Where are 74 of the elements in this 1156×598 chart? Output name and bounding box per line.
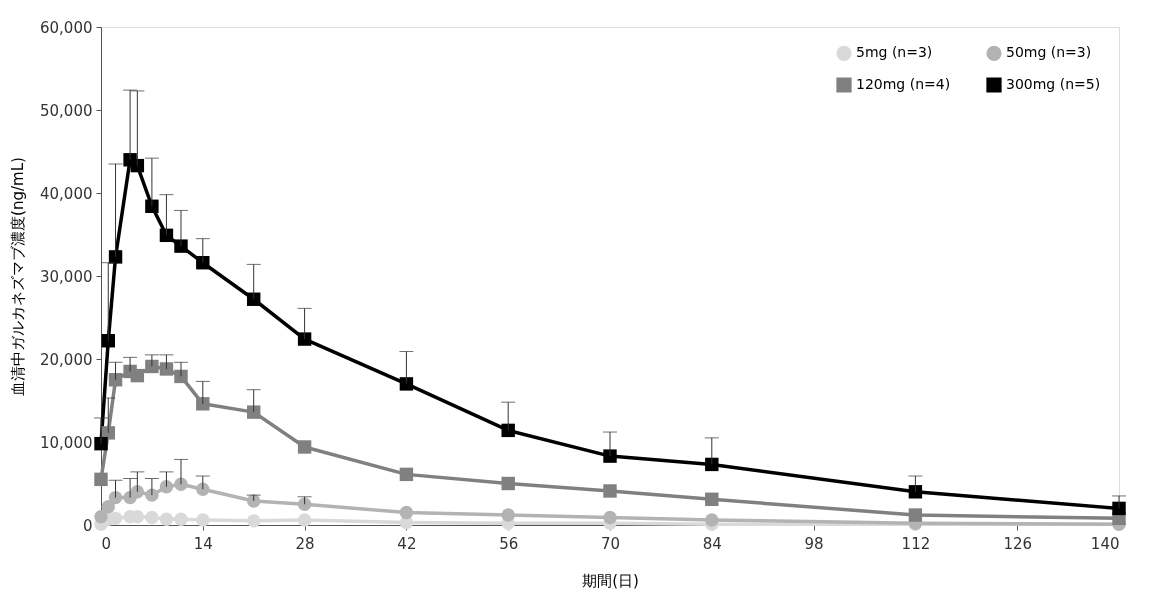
point (174, 512, 188, 526)
x-tick-label: 126 (1003, 534, 1033, 553)
point (94, 472, 108, 487)
x-tick-label: 0 (101, 534, 112, 553)
x-tick-label: 84 (702, 534, 722, 553)
y-axis-title: 血清中ガルカネズマブ濃度(ng/mL) (9, 157, 28, 396)
y-tick-label: 30,000 (40, 267, 93, 286)
point (159, 362, 174, 376)
point (297, 513, 312, 527)
point (108, 490, 123, 505)
x-tick-label: 28 (295, 534, 315, 553)
y-tick-label: 40,000 (40, 184, 93, 203)
x-tick-label: 14 (193, 534, 213, 553)
point (196, 482, 210, 496)
point (159, 480, 174, 494)
point (130, 485, 145, 499)
point (130, 158, 145, 173)
point (101, 334, 115, 348)
point (1112, 501, 1126, 516)
point (399, 505, 414, 520)
y-tick-label: 60,000 (40, 18, 93, 37)
legend-label: 300mg (n=5) (1006, 76, 1101, 92)
point (246, 514, 261, 528)
point (246, 494, 261, 508)
x-axis-title: 期間(日) (582, 571, 639, 590)
legend-label: 5mg (n=3) (856, 44, 933, 61)
point (159, 228, 174, 243)
point (399, 377, 414, 391)
point (603, 510, 617, 525)
point (145, 359, 159, 374)
point (174, 369, 188, 384)
x-tick-label: 140 (1090, 534, 1120, 553)
point (705, 492, 719, 506)
point (108, 250, 123, 264)
x-tick-label: 42 (397, 534, 417, 553)
y-tick-label: 20,000 (40, 350, 93, 369)
x-tick-label: 112 (901, 534, 931, 553)
point (196, 397, 210, 411)
point (501, 476, 515, 491)
point (246, 405, 261, 419)
point (246, 292, 261, 306)
x-tick-label: 70 (600, 534, 621, 553)
point (196, 256, 210, 270)
point (908, 508, 923, 522)
point (705, 457, 719, 472)
x-tick-label: 56 (499, 534, 519, 553)
legend-label: 50mg (n=3) (1006, 44, 1092, 61)
y-tick-label: 50,000 (40, 101, 93, 120)
point (145, 488, 159, 502)
point (145, 199, 159, 213)
point (108, 373, 123, 387)
legend-label: 120mg (n=4) (856, 76, 951, 92)
point (603, 449, 617, 463)
point (501, 508, 515, 522)
point (297, 497, 312, 511)
y-tick-label: 10,000 (40, 433, 93, 452)
point (174, 477, 188, 492)
point (94, 510, 108, 524)
point (130, 368, 145, 383)
point (145, 510, 159, 525)
x-tick-label: 98 (804, 534, 824, 553)
point (501, 423, 515, 438)
point (297, 440, 312, 454)
point (196, 513, 210, 527)
point (94, 436, 108, 451)
point (603, 484, 617, 498)
point (159, 512, 174, 526)
point (297, 332, 312, 346)
point (908, 485, 923, 499)
y-tick-label: 0 (82, 516, 93, 535)
point (174, 239, 188, 253)
point (101, 500, 115, 514)
point (399, 467, 414, 482)
point (705, 513, 719, 527)
